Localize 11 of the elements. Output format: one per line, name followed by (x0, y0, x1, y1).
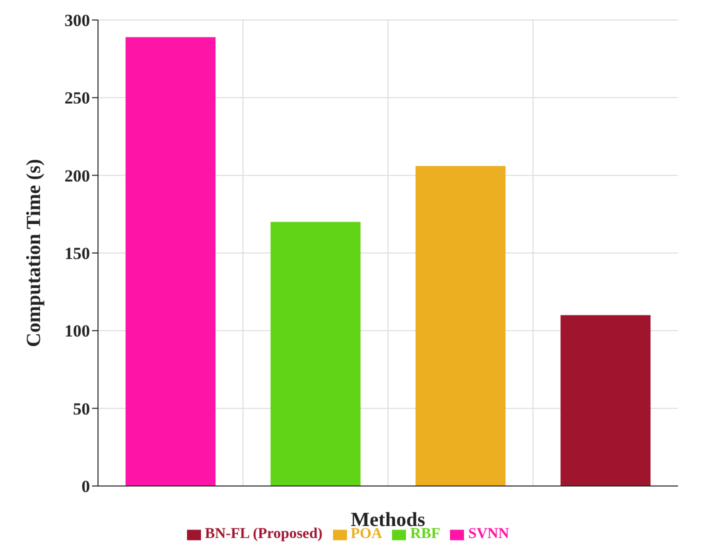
y-axis-title: Computation Time (s) (23, 158, 46, 348)
y-tick-label: 150 (64, 244, 90, 264)
y-tick-label: 250 (64, 88, 90, 108)
y-tick-label: 200 (64, 166, 90, 186)
y-tick-label: 100 (64, 322, 90, 341)
legend-label: RBF (410, 526, 440, 542)
y-tick-label: 300 (64, 11, 90, 30)
legend-label: BN-FL (Proposed) (204, 526, 323, 542)
legend-label: SVNN (468, 526, 510, 542)
y-tick-label: 50 (73, 399, 90, 418)
y-tick-label: 0 (82, 477, 90, 496)
